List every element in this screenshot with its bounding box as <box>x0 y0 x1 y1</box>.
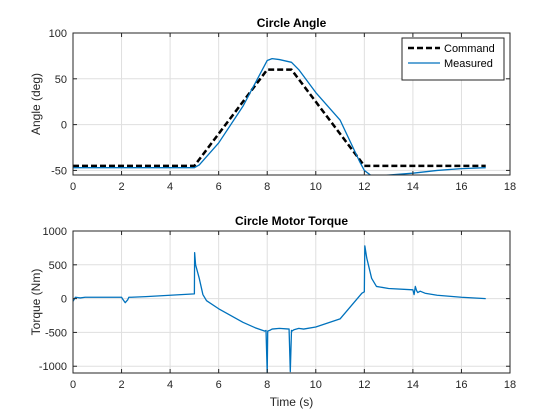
x-tick-label: 18 <box>504 379 516 391</box>
y-tick-label: 500 <box>49 260 67 272</box>
chart-title: Circle Angle <box>257 16 327 30</box>
legend-box <box>401 37 505 81</box>
axis-box <box>72 32 511 176</box>
x-tick-label: 8 <box>264 379 270 391</box>
x-tick-label: 2 <box>118 379 124 391</box>
x-tick-label: 0 <box>70 181 76 193</box>
x-tick-label: 6 <box>216 379 222 391</box>
x-axis-label: Time (s) <box>270 395 314 409</box>
x-tick-label: 16 <box>455 379 467 391</box>
legend-label-command: Command <box>444 43 495 55</box>
legend-label-measured: Measured <box>444 58 493 70</box>
y-tick-label: 1000 <box>43 226 67 238</box>
x-tick-label: 12 <box>358 181 370 193</box>
y-tick-label: -50 <box>51 165 67 177</box>
series-line-measured <box>73 58 486 175</box>
x-tick-label: 16 <box>455 181 467 193</box>
y-tick-label: -500 <box>45 327 67 339</box>
series-line <box>73 245 486 373</box>
x-tick-label: 10 <box>310 181 322 193</box>
x-tick-label: 14 <box>407 181 419 193</box>
x-tick-label: 10 <box>310 379 322 391</box>
x-tick-label: 12 <box>358 379 370 391</box>
x-tick-label: 14 <box>407 379 419 391</box>
x-tick-label: 0 <box>70 379 76 391</box>
x-tick-label: 8 <box>264 181 270 193</box>
y-tick-label: -1000 <box>39 361 67 373</box>
x-tick-label: 4 <box>167 379 173 391</box>
chart-1: 0 2 4 6 8 10 12 14 16 18 -1000 -500 0 500 1000 Circle M… <box>29 214 516 409</box>
y-axis-label: Angle (deg) <box>29 73 43 135</box>
x-tick-label: 2 <box>118 181 124 193</box>
x-tick-label: 6 <box>216 181 222 193</box>
chart-title: Circle Motor Torque <box>235 214 348 228</box>
y-axis-label: Torque (Nm) <box>29 269 43 336</box>
axis-box <box>72 230 511 374</box>
series-line-command <box>73 68 486 168</box>
y-tick-label: 0 <box>61 294 67 306</box>
y-tick-label: 0 <box>61 120 67 132</box>
x-tick-label: 18 <box>504 181 516 193</box>
y-tick-label: 50 <box>55 74 67 86</box>
x-tick-label: 4 <box>167 181 173 193</box>
y-tick-label: 100 <box>49 28 67 40</box>
